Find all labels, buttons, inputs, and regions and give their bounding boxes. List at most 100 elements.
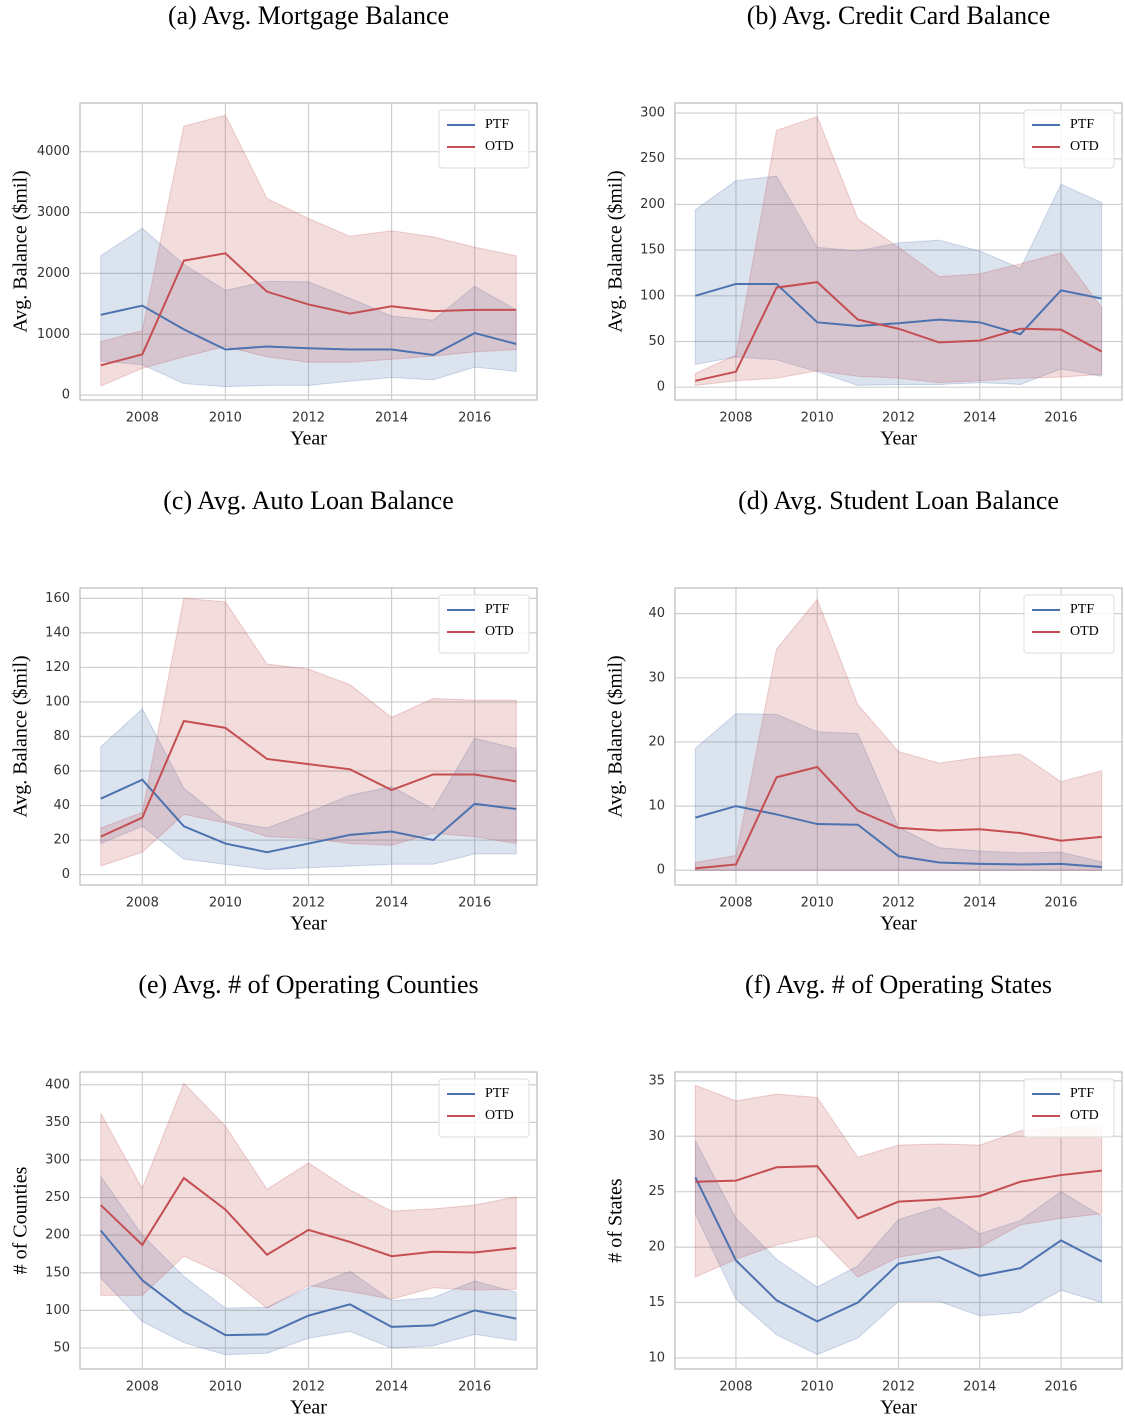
axes-frame [79, 102, 538, 401]
legend-label: OTD [1070, 624, 1099, 639]
legend-label: OTD [1070, 139, 1099, 154]
legend-label: PTF [1070, 602, 1094, 617]
y-tick-label: 150 [45, 1265, 70, 1280]
subplot-title: (a) Avg. Mortgage Balance [168, 1, 449, 30]
legend-label: PTF [485, 602, 509, 617]
subplot: (c) Avg. Auto Loan Balance 0 20 40 60 80 100 12… [10, 486, 538, 935]
confidence-band [694, 598, 1103, 871]
x-tick-label: 2008 [719, 896, 752, 911]
y-tick-label: 2000 [37, 266, 70, 281]
series-line [100, 1230, 517, 1337]
y-tick-label: 0 [657, 863, 665, 878]
y-tick-label: 200 [640, 197, 665, 212]
x-tick-label: 2012 [292, 896, 325, 911]
y-tick-label: 300 [45, 1152, 70, 1167]
series-line [100, 719, 517, 838]
y-tick-label: 20 [53, 833, 70, 848]
y-tick-label: 200 [45, 1228, 70, 1243]
y-tick-label: 140 [45, 625, 70, 640]
y-tick-label: 1000 [37, 327, 70, 342]
y-axis-label: # of States [605, 1178, 627, 1263]
series-line [694, 1176, 1103, 1323]
y-tick-label: 4000 [37, 144, 70, 159]
y-tick-label: 160 [45, 591, 70, 606]
y-tick-label: 0 [62, 867, 70, 882]
y-tick-label: 80 [53, 729, 70, 744]
series-line [695, 805, 1102, 869]
x-tick-label: 2012 [292, 411, 325, 426]
y-tick-label: 300 [640, 106, 665, 121]
x-tick-label: 2012 [882, 1380, 915, 1395]
x-tick-label: 2014 [375, 411, 408, 426]
subplot: (e) Avg. # of Operating Counties 50 100 150… [10, 970, 538, 1418]
y-tick-label: 15 [648, 1295, 665, 1310]
x-tick-label: 2010 [801, 1380, 834, 1395]
y-tick-label: 50 [53, 1340, 70, 1355]
y-tick-label: 50 [648, 334, 665, 349]
subplot-title: (d) Avg. Student Loan Balance [738, 486, 1059, 515]
legend-label: OTD [485, 139, 514, 154]
x-axis-label: Year [880, 913, 917, 935]
y-tick-label: 400 [45, 1077, 70, 1092]
legend-label: PTF [485, 1086, 509, 1101]
legend-box [438, 109, 530, 169]
y-tick-label: 0 [657, 380, 665, 395]
axes-frame [674, 587, 1123, 886]
x-tick-label: 2016 [1044, 896, 1077, 911]
subplot: (f) Avg. # of Operating States 10 15 20 25 30… [605, 970, 1123, 1418]
subplot: (a) Avg. Mortgage Balance 0 1000 2000 3000 40… [10, 1, 538, 450]
series-line [695, 281, 1103, 382]
y-tick-label: 20 [648, 734, 665, 749]
y-tick-label: 3000 [37, 205, 70, 220]
y-tick-label: 250 [45, 1190, 70, 1205]
x-tick-label: 2016 [1044, 411, 1077, 426]
legend-box [1023, 594, 1115, 654]
y-tick-label: 150 [640, 243, 665, 258]
y-tick-label: 100 [45, 1303, 70, 1318]
confidence-band [100, 227, 517, 388]
series-line [100, 778, 517, 854]
confidence-band [694, 116, 1103, 386]
x-axis-label: Year [880, 1397, 917, 1418]
legend-label: OTD [485, 624, 514, 639]
confidence-band [100, 708, 517, 870]
y-tick-label: 35 [648, 1073, 665, 1088]
legend-label: PTF [485, 117, 509, 132]
y-tick-label: 120 [45, 660, 70, 675]
x-tick-label: 2014 [963, 1380, 996, 1395]
y-axis-label: Avg. Balance ($mil) [10, 170, 32, 332]
y-tick-label: 0 [62, 388, 70, 403]
y-tick-label: 40 [648, 606, 665, 621]
subplot-title: (f) Avg. # of Operating States [745, 970, 1052, 999]
y-axis-label: Avg. Balance ($mil) [605, 655, 627, 817]
confidence-band [100, 1082, 517, 1309]
legend-label: PTF [1070, 117, 1094, 132]
x-axis-label: Year [880, 428, 917, 450]
x-tick-label: 2016 [1044, 1380, 1077, 1395]
series-line [695, 282, 1102, 336]
y-axis-label: # of Counties [10, 1166, 32, 1274]
x-tick-label: 2008 [719, 1380, 752, 1395]
legend-box [438, 1078, 530, 1138]
x-tick-label: 2010 [209, 411, 242, 426]
y-tick-label: 25 [648, 1184, 665, 1199]
y-tick-label: 100 [640, 288, 665, 303]
subplot: (b) Avg. Credit Card Balance 0 50 100 150 200… [605, 1, 1123, 450]
x-tick-label: 2016 [458, 411, 491, 426]
axes-frame [79, 1071, 538, 1370]
y-tick-label: 250 [640, 151, 665, 166]
legend-label: OTD [485, 1108, 514, 1123]
x-tick-label: 2012 [882, 411, 915, 426]
y-tick-label: 40 [53, 798, 70, 813]
confidence-band [100, 114, 517, 387]
confidence-band [694, 175, 1103, 386]
y-tick-label: 30 [648, 1129, 665, 1144]
subplot-title: (b) Avg. Credit Card Balance [747, 1, 1050, 30]
x-tick-label: 2008 [126, 411, 159, 426]
subplot-title: (e) Avg. # of Operating Counties [138, 970, 478, 999]
y-tick-label: 60 [53, 764, 70, 779]
subplot-title: (c) Avg. Auto Loan Balance [163, 486, 453, 515]
y-axis-label: Avg. Balance ($mil) [10, 655, 32, 817]
confidence-band [100, 597, 517, 867]
